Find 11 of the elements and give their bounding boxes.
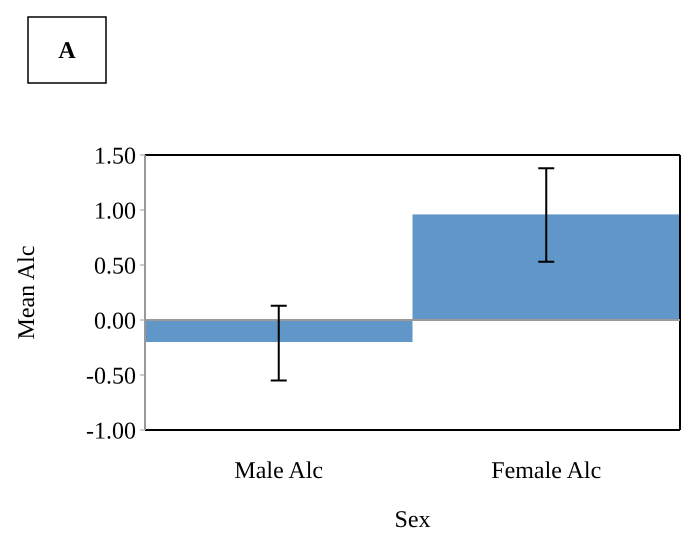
y-tick-label: -0.50 <box>86 363 136 390</box>
y-tick-label: 0.50 <box>94 253 136 280</box>
y-tick-label: 1.00 <box>94 198 136 224</box>
y-tick-label: -1.00 <box>86 418 136 444</box>
y-tick-label: 1.50 <box>94 143 136 170</box>
x-tick-label: Female Alc <box>491 458 602 484</box>
x-axis-title: Sex <box>394 507 430 533</box>
x-tick-label: Male Alc <box>234 458 324 484</box>
y-axis-title: Mean Alc <box>14 246 40 340</box>
chart-title: A <box>58 38 76 64</box>
y-tick-label: 0.00 <box>94 308 136 334</box>
